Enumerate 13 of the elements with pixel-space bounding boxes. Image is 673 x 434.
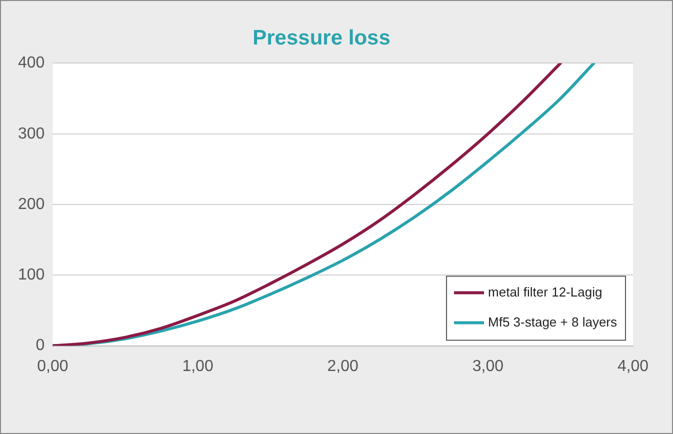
x-tick-label: 3,00 [472, 358, 504, 375]
x-tick-label: 0,00 [37, 358, 68, 375]
legend-label: Mf5 3-stage + 8 layers [488, 314, 618, 330]
x-tick-label: 4,00 [617, 358, 649, 375]
chart-title: Pressure loss [252, 26, 390, 50]
x-tick-label: 2,00 [327, 358, 359, 375]
y-tick-label: 200 [18, 196, 45, 213]
legend-label: metal filter 12-Lagig [488, 284, 602, 300]
y-tick-label: 300 [18, 125, 45, 142]
y-tick-label: 0 [36, 337, 45, 354]
y-tick-label: 400 [18, 54, 45, 72]
y-tick-label: 100 [18, 266, 45, 284]
x-tick-label: 1,00 [182, 358, 214, 375]
